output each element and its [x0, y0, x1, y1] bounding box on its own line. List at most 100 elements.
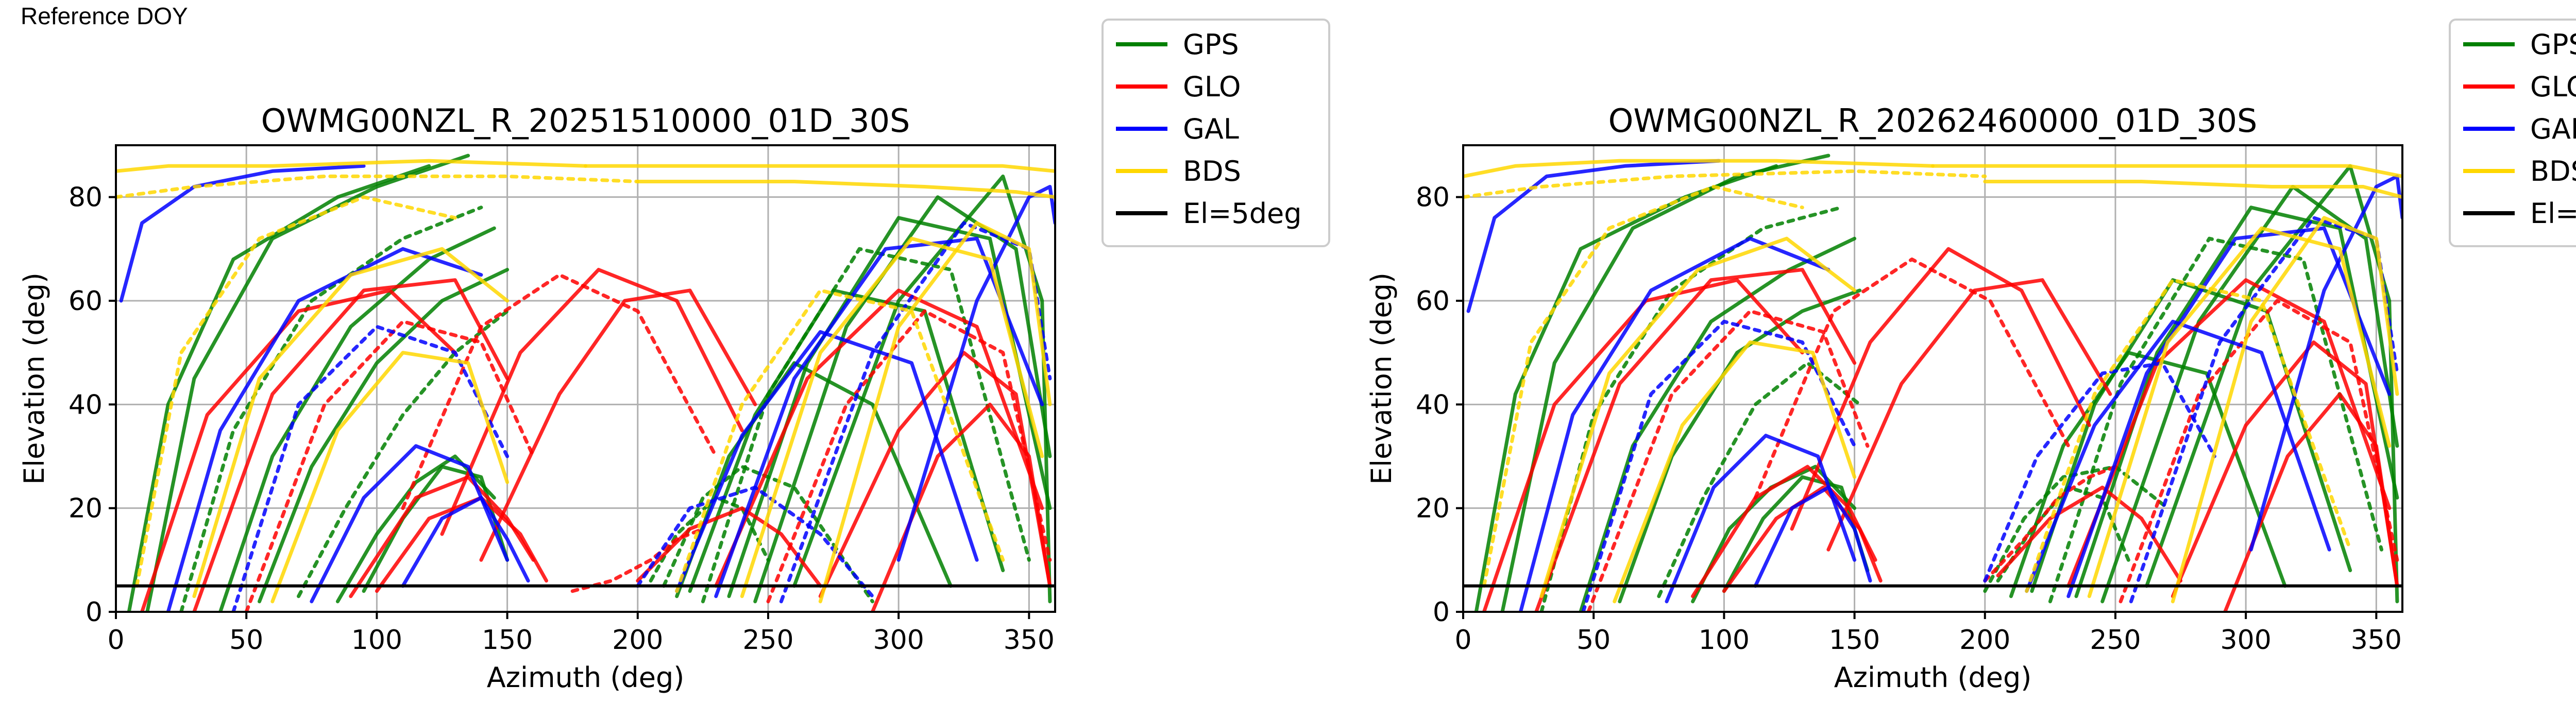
series-gps-track [127, 164, 431, 612]
x-axis-label: Azimuth (deg) [1834, 661, 2032, 694]
series-glo-track [1586, 309, 1870, 612]
x-tick-label: 300 [2221, 625, 2272, 656]
series-gps-track [662, 465, 874, 604]
y-tick-label: 60 [69, 286, 103, 317]
y-tick-label: 40 [1416, 389, 1450, 420]
reference-doy-label: Reference DOY [21, 3, 188, 29]
series-gal-track [401, 496, 530, 588]
series-bds-track [1931, 164, 2402, 178]
series-bds-track [2025, 278, 2352, 593]
series-gps-track [701, 247, 1031, 604]
series-bds-track [1463, 159, 1935, 178]
series-bds-track [1463, 169, 1987, 199]
series-gps-track [675, 361, 953, 598]
legend-label: GAL [1183, 113, 1239, 145]
x-tick-label: 100 [351, 625, 402, 656]
series-glo-track [766, 309, 1052, 604]
legend-box [1101, 19, 1330, 247]
series-gps-track [1983, 465, 2170, 593]
legend-label: GLO [1183, 71, 1241, 103]
y-tick-label: 40 [69, 389, 103, 420]
series-bds-track [818, 221, 1052, 604]
series-glo-track [1722, 485, 1883, 593]
series-glo-track [1753, 258, 2071, 500]
series-bds-track [1482, 185, 1804, 588]
chart-title: OWMG00NZL_R_20262460000_01D_30S [1608, 102, 2258, 140]
y-tick-label: 80 [1416, 182, 1450, 213]
y-axis-label: Elevation (deg) [1365, 272, 1398, 485]
series-bds-track [1539, 236, 1857, 598]
series-gps-track [145, 153, 470, 612]
y-tick-label: 60 [1416, 286, 1450, 317]
series-bds-track [2171, 216, 2399, 604]
x-tick-label: 200 [612, 625, 663, 656]
series-bds-track [116, 159, 587, 173]
legend-box [2449, 19, 2576, 247]
series-gps-track [753, 195, 1052, 604]
y-tick-label: 0 [86, 597, 103, 628]
x-tick-label: 350 [2351, 625, 2402, 656]
y-tick-label: 20 [69, 493, 103, 524]
x-tick-label: 250 [2090, 625, 2141, 656]
series-glo-track [401, 273, 718, 510]
series-glo-track [140, 288, 457, 612]
series-bds-track [1983, 180, 2402, 199]
x-tick-label: 150 [1829, 625, 1880, 656]
series-glo-track [1534, 268, 1857, 612]
x-tick-label: 250 [742, 625, 793, 656]
series-gal-track [1466, 159, 1721, 313]
series-gal-track [119, 164, 366, 303]
series-gps-track [258, 268, 510, 604]
y-tick-label: 80 [69, 182, 103, 213]
plot-frame [115, 144, 1056, 613]
x-tick-label: 350 [1004, 625, 1055, 656]
series-gal-track [2025, 319, 2331, 593]
x-tick-label: 0 [1454, 625, 1471, 656]
x-axis-label: Azimuth (deg) [487, 661, 685, 694]
series-gal-track [2129, 216, 2399, 604]
series-gal-track [1581, 319, 1857, 612]
x-tick-label: 150 [482, 625, 533, 656]
series-gps-track [1657, 361, 1862, 598]
series-glo-track [1826, 278, 2112, 552]
series-gps-track [179, 205, 483, 612]
series-glo-track [375, 496, 548, 593]
series-gal-track [166, 247, 483, 612]
legend-label: GPS [2530, 28, 2576, 61]
series-glo-track [1691, 465, 1877, 598]
legend-label: GAL [2530, 113, 2576, 145]
x-tick-label: 100 [1699, 625, 1750, 656]
series-gal-track [1983, 361, 2216, 583]
series-glo-track [2171, 340, 2399, 598]
series-bds-track [1613, 340, 1857, 604]
legend-label: BDS [1183, 155, 1241, 187]
x-tick-label: 0 [107, 625, 124, 656]
series-gal-track [2066, 226, 2392, 598]
chart-1: 0 50 100 150 200 250 300 350 0 20 40 60 80 OWMG00NZL_… [18, 19, 1330, 694]
series-bds-track [192, 247, 510, 598]
series-bds-track [740, 236, 1044, 598]
series-glo-track [2223, 392, 2399, 612]
plot-frame [1462, 144, 2403, 613]
series-gps-track [792, 174, 1052, 604]
series-gal-track [1518, 236, 1831, 612]
series-gps-track [1722, 475, 1870, 593]
chart-2: 0 50 100 150 200 250 300 350 0 20 40 60 80 OWMG00NZL_… [1365, 19, 2576, 694]
legend-label: El=5deg [1183, 197, 1302, 230]
y-tick-label: 0 [1433, 597, 1450, 628]
x-tick-label: 200 [1959, 625, 2010, 656]
series-gal-track [2249, 174, 2402, 552]
series-glo-track [2066, 278, 2392, 588]
legend-label: El=5deg [2530, 197, 2576, 230]
plot-area [1463, 153, 2402, 612]
series-glo-track [1996, 485, 2183, 583]
series-glo-track [244, 319, 535, 612]
y-tick-label: 20 [1416, 493, 1450, 524]
y-axis-label: Elevation (deg) [18, 272, 50, 485]
series-glo-track [1790, 247, 2091, 531]
legend-label: GPS [1183, 28, 1239, 61]
legend-label: GLO [2530, 71, 2576, 103]
series-bds-track [2087, 226, 2392, 598]
x-tick-label: 50 [229, 625, 263, 656]
series-gal-track [231, 324, 510, 612]
